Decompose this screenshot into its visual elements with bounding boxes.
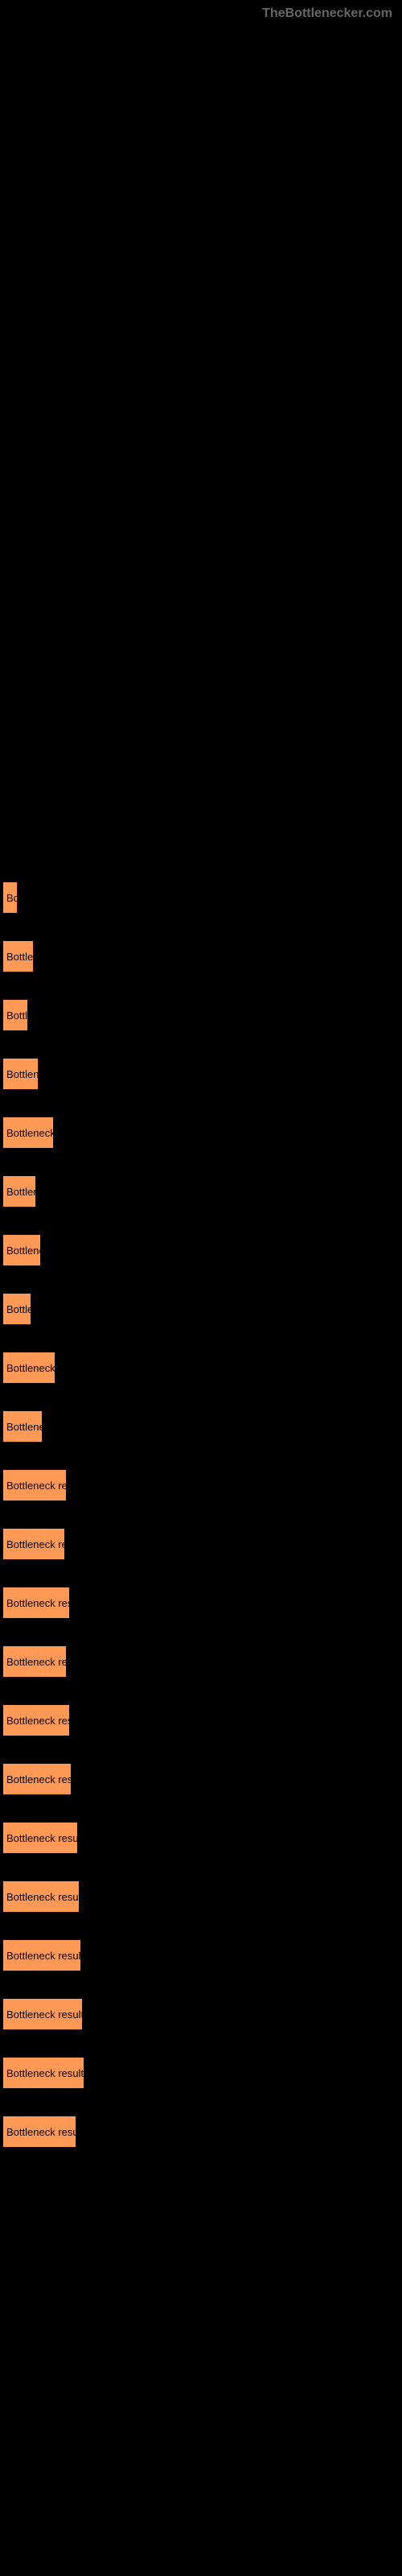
bar-row: Bottleneck result xyxy=(3,1470,399,1501)
bar-row: Bottleneck result xyxy=(3,1881,399,1912)
bar-row: Bottleneck result xyxy=(3,1823,399,1853)
bar-label: Bottleneck result xyxy=(6,1773,71,1785)
bar-label: Bottleneck result xyxy=(6,1715,69,1727)
bar-row: Bottleneck xyxy=(3,1059,399,1089)
bar: Bottleneck result xyxy=(3,1999,82,2029)
bar-label: Bottleneck result xyxy=(6,1597,69,1609)
bar-row: Bottleneck result xyxy=(3,1587,399,1618)
bar-label: Bottl xyxy=(6,1009,27,1022)
bar: Bottleneck result xyxy=(3,1529,64,1559)
bar-label: Bo xyxy=(6,892,17,904)
bar-label: Bottlenec xyxy=(6,1186,35,1198)
bar-label: Bottleneck result xyxy=(6,1950,80,1962)
bar-label: Bottleneck result xyxy=(6,2126,76,2138)
bar: Bottleneck result xyxy=(3,1823,77,1853)
bar-row: Bottleneck result xyxy=(3,2058,399,2088)
bar-row: Bo xyxy=(3,882,399,913)
bar: Bottl xyxy=(3,1000,27,1030)
bar-label: Bottleneck xyxy=(6,1068,38,1080)
bar: Bottlene xyxy=(3,941,33,972)
bar: Bottleneck result xyxy=(3,1587,69,1618)
bar-row: Bottleneck re xyxy=(3,1117,399,1148)
bar-row: Bottlene xyxy=(3,941,399,972)
bar-row: Bottleneck xyxy=(3,1411,399,1442)
spacer xyxy=(0,21,402,882)
bar-row: Bottlene xyxy=(3,1294,399,1324)
bar-label: Bottlene xyxy=(6,1303,31,1315)
bar: Bottleneck result xyxy=(3,1646,66,1677)
bar-row: Bottleneck result xyxy=(3,1646,399,1677)
bar: Bottleneck result xyxy=(3,1470,66,1501)
bar-label: Bottleneck result xyxy=(6,2067,84,2079)
bar: Bottlenec xyxy=(3,1176,35,1207)
bar: Bottlene xyxy=(3,1294,31,1324)
bar-row: Bottleneck result xyxy=(3,1940,399,1971)
bar-row: Bottleneck res xyxy=(3,1352,399,1383)
watermark-text: TheBottlenecker.com xyxy=(0,0,402,21)
bar: Bottleneck result xyxy=(3,1764,71,1794)
bar-label: Bottleneck result xyxy=(6,1538,64,1550)
bar-row: Bottleneck result xyxy=(3,1999,399,2029)
bar: Bottleneck res xyxy=(3,1352,55,1383)
bar-label: Bottleneck result xyxy=(6,1656,66,1668)
bar: Bottleneck result xyxy=(3,1705,69,1736)
bar: Bo xyxy=(3,882,17,913)
bar-label: Bottleneck result xyxy=(6,2008,82,2021)
bar: Bottleneck re xyxy=(3,1117,53,1148)
bar: Bottleneck xyxy=(3,1411,42,1442)
bar: Bottleneck result xyxy=(3,2058,84,2088)
bar: Bottleneck xyxy=(3,1235,40,1265)
bar: Bottleneck result xyxy=(3,2116,76,2147)
bar-row: Bottleneck result xyxy=(3,2116,399,2147)
bar-label: Bottleneck xyxy=(6,1421,42,1433)
bar-chart: Bo Bottlene Bottl Bottleneck Bottleneck re Bo… xyxy=(0,882,402,2147)
bar: Bottleneck xyxy=(3,1059,38,1089)
bar-label: Bottleneck xyxy=(6,1245,40,1257)
bar-row: Bottleneck result xyxy=(3,1705,399,1736)
bar-row: Bottl xyxy=(3,1000,399,1030)
bar: Bottleneck result xyxy=(3,1881,79,1912)
bar-label: Bottleneck result xyxy=(6,1891,79,1903)
bar-label: Bottleneck result xyxy=(6,1480,66,1492)
bar-label: Bottleneck result xyxy=(6,1832,77,1844)
bar-label: Bottleneck res xyxy=(6,1362,55,1374)
bar-label: Bottlene xyxy=(6,951,33,963)
bar-row: Bottlenec xyxy=(3,1176,399,1207)
bar-row: Bottleneck result xyxy=(3,1764,399,1794)
bar: Bottleneck result xyxy=(3,1940,80,1971)
bar-label: Bottleneck re xyxy=(6,1127,53,1139)
bar-row: Bottleneck xyxy=(3,1235,399,1265)
bar-row: Bottleneck result xyxy=(3,1529,399,1559)
